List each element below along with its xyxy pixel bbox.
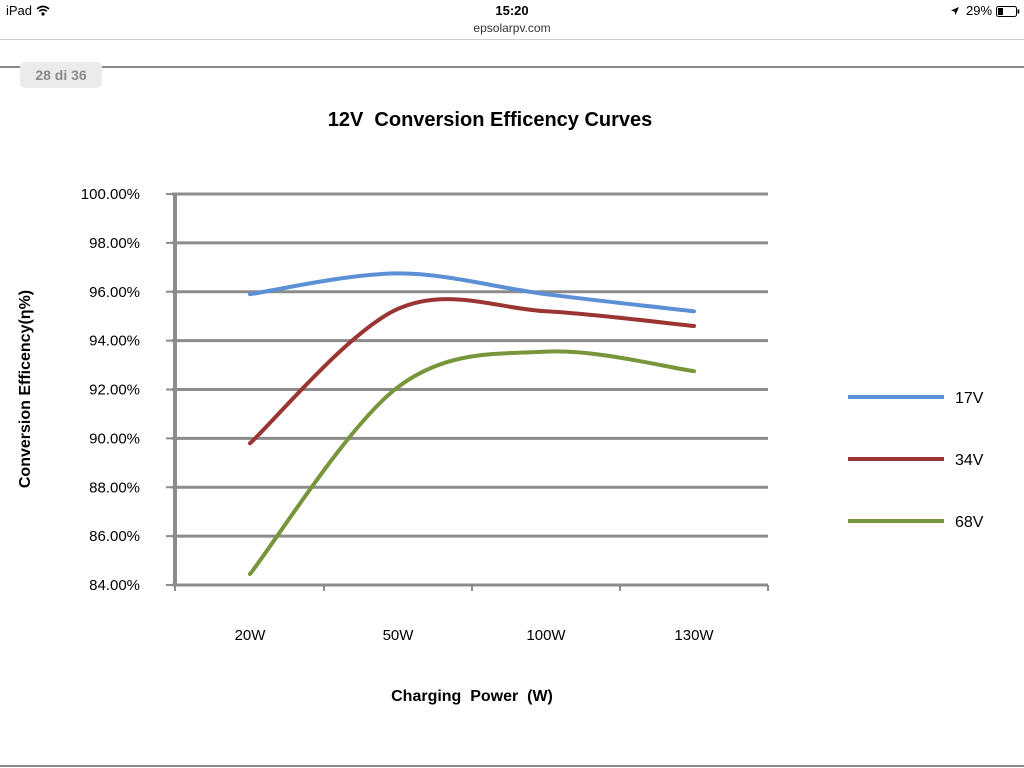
gridlines xyxy=(172,192,768,587)
x-axis-ticks: 20W 50W 100W 130W xyxy=(174,585,769,644)
legend-label: 34V xyxy=(955,452,984,469)
series-line-17v xyxy=(248,271,696,314)
series-line-68v xyxy=(248,349,696,577)
y-tick-label: 100.00% xyxy=(81,186,140,203)
legend-label: 17V xyxy=(955,390,984,407)
y-axis-ticks: 84.00% 86.00% 88.00% 90.00% 92.00% 94.00% 96.0… xyxy=(81,186,172,594)
y-tick-label: 98.00% xyxy=(89,235,140,252)
y-axis-title: Conversion Efficency(η%) xyxy=(17,290,34,488)
y-tick-label: 96.00% xyxy=(89,284,140,301)
series-line-34v xyxy=(248,297,696,446)
bottom-rule xyxy=(0,765,1024,767)
legend-label: 68V xyxy=(955,514,984,531)
x-tick-label: 130W xyxy=(674,627,714,644)
x-axis-title: Charging Power (W) xyxy=(391,688,553,705)
status-bar: iPad 15:20 29% xyxy=(0,0,1024,20)
y-tick-label: 92.00% xyxy=(89,382,140,399)
series-lines xyxy=(248,271,696,577)
device-label: iPad xyxy=(6,3,33,18)
y-tick-label: 88.00% xyxy=(89,479,140,496)
y-tick-label: 86.00% xyxy=(89,528,140,545)
legend: 17V 34V 68V xyxy=(848,390,984,531)
address-bar[interactable]: epsolarpv.com xyxy=(0,20,1024,39)
address-text[interactable]: epsolarpv.com xyxy=(473,21,551,35)
page-top-rule xyxy=(0,66,1024,68)
chart-title: 12V Conversion Efficency Curves xyxy=(328,109,653,131)
y-tick-label: 84.00% xyxy=(89,577,140,594)
clock: 15:20 xyxy=(495,3,529,18)
x-tick-label: 100W xyxy=(526,627,566,644)
y-tick-label: 94.00% xyxy=(89,333,140,350)
page-counter: 28 di 36 xyxy=(20,62,102,88)
wifi-icon xyxy=(36,4,50,19)
location-arrow-icon xyxy=(950,4,960,19)
x-tick-label: 50W xyxy=(383,627,415,644)
battery-icon xyxy=(996,5,1020,20)
y-tick-label: 90.00% xyxy=(89,430,140,447)
x-tick-label: 20W xyxy=(235,627,267,644)
toolbar-divider xyxy=(0,39,1024,40)
battery-percent: 29% xyxy=(966,3,993,18)
